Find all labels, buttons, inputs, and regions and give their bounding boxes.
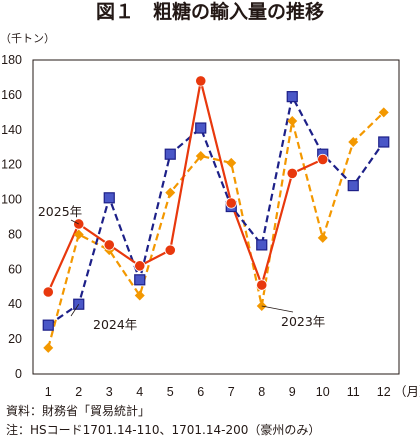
data-point-2024	[378, 136, 390, 148]
data-point-2025	[42, 286, 54, 298]
x-tick-label: 4	[136, 385, 143, 399]
x-tick-label: 8	[258, 385, 265, 399]
annotation-leader-2023	[261, 305, 294, 313]
data-point-2024	[164, 148, 176, 160]
data-point-2023	[73, 229, 84, 240]
y-tick-label: 140	[1, 123, 22, 137]
chart: 図１ 粗糖の輸入量の推移 （千トン） 0 20 40 60 80 100 120 140 160…	[0, 0, 420, 399]
data-point-2023	[378, 107, 389, 118]
data-point-2024	[286, 91, 298, 103]
x-tick-label: 5	[167, 385, 174, 399]
data-point-2025	[225, 197, 237, 209]
plot-frame	[32, 59, 400, 375]
data-point-2024	[347, 180, 359, 192]
data-point-2023	[195, 150, 206, 161]
data-point-2023	[43, 342, 54, 353]
series-line-2025	[47, 79, 324, 293]
y-tick-label: 160	[1, 88, 22, 102]
data-point-2023	[287, 116, 298, 127]
y-tick-label: 120	[1, 158, 22, 172]
data-point-2025	[256, 279, 268, 291]
footnote: 注：HSコード1701.14-110、1701.14-200（豪州のみ）	[6, 423, 321, 437]
data-point-2025	[134, 260, 146, 272]
data-point-2024	[195, 122, 207, 134]
chart-title: 図１ 粗糖の輸入量の推移	[96, 0, 324, 23]
x-tick-label: 12	[377, 385, 391, 399]
source-note: 資料：財務省「貿易統計」	[6, 404, 151, 418]
data-point-2023	[134, 290, 145, 301]
x-tick-label: 10	[316, 385, 330, 399]
y-tick-label: 180	[1, 53, 22, 67]
x-tick-label: 3	[106, 385, 113, 399]
data-point-2025	[195, 75, 207, 87]
x-axis-unit: （月）	[394, 385, 420, 399]
x-tick-label: 7	[228, 385, 235, 399]
x-tick-label: 6	[197, 385, 204, 399]
data-point-2023	[317, 232, 328, 243]
x-tick-label: 11	[347, 385, 360, 399]
y-tick-label: 60	[8, 262, 22, 276]
y-tick-label: 40	[8, 297, 22, 311]
series-label-2025: 2025年	[38, 204, 82, 219]
x-tick-label: 2	[75, 385, 82, 399]
data-point-2025	[103, 239, 115, 251]
series-line-2023	[47, 111, 385, 349]
data-point-2024	[256, 239, 268, 251]
data-point-2023	[348, 136, 359, 147]
y-tick-label: 100	[1, 193, 22, 207]
series-line-2024	[47, 95, 385, 327]
annotation-leader-2025	[70, 219, 79, 225]
y-tick-label: 20	[8, 332, 22, 346]
data-point-2025	[164, 244, 176, 256]
annotation-leader-2024	[70, 304, 80, 317]
series-label-2024: 2024年	[93, 317, 137, 332]
y-tick-label: 80	[8, 227, 22, 241]
x-tick-label: 9	[289, 385, 296, 399]
data-point-2023	[165, 187, 176, 198]
y-axis-unit: （千トン）	[0, 32, 55, 45]
data-point-2024	[134, 274, 146, 286]
series-label-2023: 2023年	[281, 314, 325, 329]
y-tick-label: 0	[15, 367, 22, 381]
data-point-2024	[42, 319, 54, 331]
data-point-2024	[103, 192, 115, 204]
data-point-2025	[317, 153, 329, 166]
x-tick-label: 1	[45, 385, 52, 399]
data-point-2023	[226, 157, 237, 168]
data-point-2025	[286, 167, 298, 179]
